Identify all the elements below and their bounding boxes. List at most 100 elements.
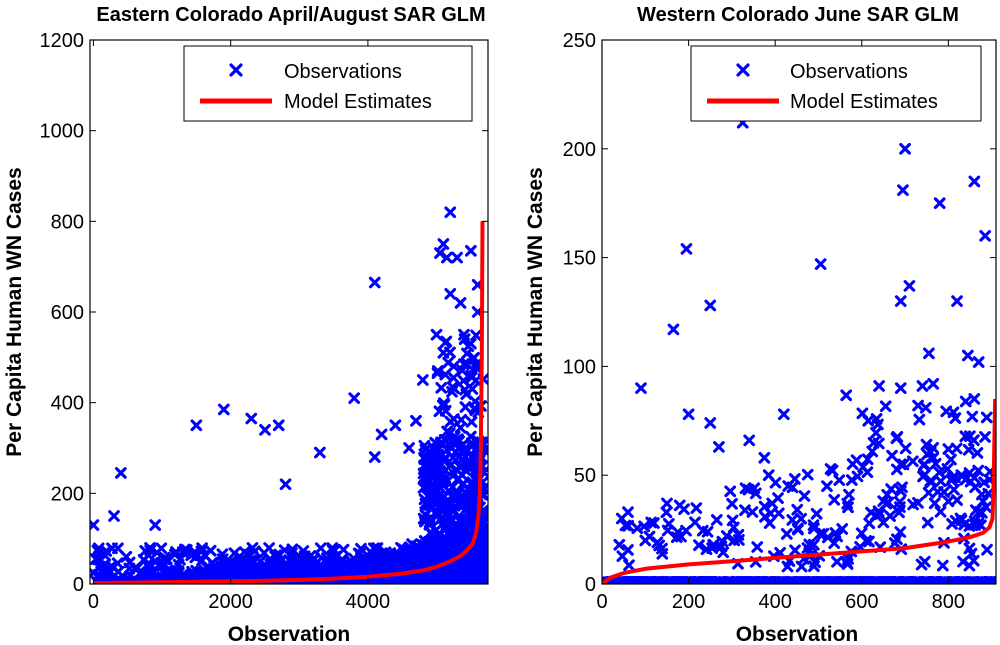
observation-point xyxy=(458,328,470,341)
x-tick-label: 2000 xyxy=(208,591,253,613)
observation-point xyxy=(803,538,816,551)
observation-point xyxy=(438,397,450,409)
observation-point xyxy=(408,575,420,584)
observation-point xyxy=(451,251,463,264)
observation-point xyxy=(946,471,959,484)
observation-point xyxy=(397,543,410,556)
observation-point xyxy=(840,556,853,569)
observation-point xyxy=(155,557,168,569)
observation-point xyxy=(936,559,949,572)
legend-box xyxy=(690,45,982,122)
observation-point xyxy=(245,412,258,425)
observation-point xyxy=(437,346,450,359)
observation-point xyxy=(895,485,907,497)
observation-point xyxy=(972,464,985,477)
observation-point xyxy=(434,247,446,259)
observation-point xyxy=(791,522,804,535)
observation-point xyxy=(115,467,127,479)
observation-point xyxy=(963,559,976,572)
observation-point xyxy=(639,534,652,547)
observation-point xyxy=(863,517,876,530)
observation-point xyxy=(924,475,937,488)
observation-point xyxy=(446,381,459,393)
observation-point xyxy=(439,451,452,464)
observation-point xyxy=(923,347,935,360)
observation-point xyxy=(454,421,467,434)
observation-point xyxy=(314,542,327,555)
observation-point xyxy=(368,542,380,555)
legend: Observations Model Estimates xyxy=(690,45,982,122)
observation-point xyxy=(934,475,947,488)
observation-point xyxy=(955,469,968,482)
observation-point xyxy=(732,529,745,541)
observation-point xyxy=(862,414,875,427)
observation-point xyxy=(379,546,392,559)
observation-point xyxy=(873,380,885,392)
observation-point xyxy=(726,497,738,510)
observation-point xyxy=(368,276,381,289)
observation-point xyxy=(814,258,827,270)
observation-point xyxy=(807,519,820,532)
observation-point xyxy=(947,406,960,419)
observation-point xyxy=(638,520,650,533)
observation-point xyxy=(269,550,281,563)
observation-point xyxy=(336,555,349,567)
observation-point xyxy=(965,547,978,560)
observation-point xyxy=(894,526,907,538)
observation-point xyxy=(921,448,934,461)
observation-point xyxy=(447,371,460,384)
observation-point xyxy=(972,356,985,368)
observation-point xyxy=(327,561,339,574)
observation-point xyxy=(795,512,808,525)
observation-point xyxy=(836,523,849,535)
observation-point xyxy=(842,501,854,514)
observation-point xyxy=(444,415,457,428)
observation-point xyxy=(449,446,462,458)
observation-point xyxy=(968,434,980,447)
observation-point xyxy=(979,229,992,242)
observation-point xyxy=(920,438,933,451)
observation-point xyxy=(455,520,468,533)
observation-point xyxy=(764,507,777,520)
observation-point xyxy=(899,442,912,455)
observation-point xyxy=(279,478,292,491)
observation-point xyxy=(439,464,452,477)
observation-point xyxy=(672,526,684,538)
observation-point xyxy=(786,514,799,526)
observation-point xyxy=(851,470,864,483)
legend-label-model-estimates: Model Estimates xyxy=(790,91,938,113)
observation-point xyxy=(831,555,843,568)
observation-point xyxy=(957,555,969,568)
observation-point xyxy=(962,443,975,456)
observation-point xyxy=(945,453,957,466)
observation-point xyxy=(780,528,793,540)
observation-point xyxy=(272,419,285,432)
observation-point xyxy=(928,497,941,510)
y-tick-label: 600 xyxy=(51,302,84,324)
observation-point xyxy=(430,328,443,341)
x-tick-label: 0 xyxy=(88,591,99,613)
observation-point xyxy=(959,395,972,408)
observation-point xyxy=(959,430,972,443)
observation-point xyxy=(968,393,981,405)
observation-point xyxy=(468,351,480,364)
observation-point xyxy=(448,430,461,443)
observation-point xyxy=(439,368,452,381)
observation-point xyxy=(739,482,752,495)
observation-point xyxy=(297,545,310,557)
observation-point xyxy=(427,483,440,496)
legend-marker-observations xyxy=(229,63,243,77)
observation-point xyxy=(881,488,894,501)
x-tick-label: 4000 xyxy=(346,591,391,613)
observation-point xyxy=(233,550,246,563)
observation-point xyxy=(906,455,919,468)
observation-point xyxy=(423,516,436,529)
observation-point xyxy=(795,560,808,573)
observation-point xyxy=(326,542,339,554)
observation-point xyxy=(284,567,297,580)
observation-point xyxy=(751,541,764,553)
observation-point xyxy=(446,491,459,503)
observation-point xyxy=(933,466,946,479)
observation-point xyxy=(899,142,911,155)
observation-point xyxy=(420,554,433,566)
